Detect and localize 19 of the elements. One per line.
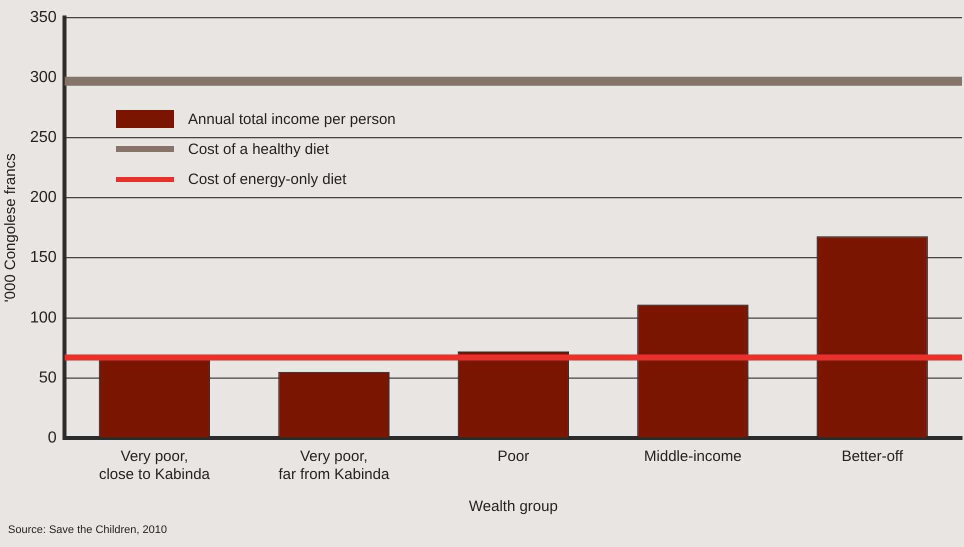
source-note: Source: Save the Children, 2010 — [8, 524, 167, 536]
x-tick-label: Very poor, close to Kabinda — [98, 448, 211, 484]
x-tick-label: Very poor, far from Kabinda — [278, 448, 390, 484]
y-axis-title: '000 Congolese francs — [2, 153, 20, 302]
y-tick-label: 50 — [38, 369, 57, 386]
legend-label: Annual total income per person — [188, 110, 396, 128]
x-tick-label: Better-off — [842, 448, 904, 466]
y-tick-label: 350 — [30, 9, 57, 26]
x-tick-label: Middle-income — [644, 448, 742, 466]
y-tick-label: 150 — [30, 249, 57, 266]
legend-label: Cost of energy-only diet — [188, 170, 346, 188]
legend-label: Cost of a healthy diet — [188, 140, 329, 158]
x-axis-title: Wealth group — [468, 498, 558, 516]
y-tick-label: 200 — [30, 189, 57, 206]
y-tick-label: 0 — [48, 429, 57, 446]
y-tick-label: 300 — [30, 69, 57, 86]
y-tick-label: 250 — [30, 129, 57, 146]
x-tick-label: Poor — [498, 448, 530, 466]
y-tick-label: 100 — [30, 309, 57, 326]
